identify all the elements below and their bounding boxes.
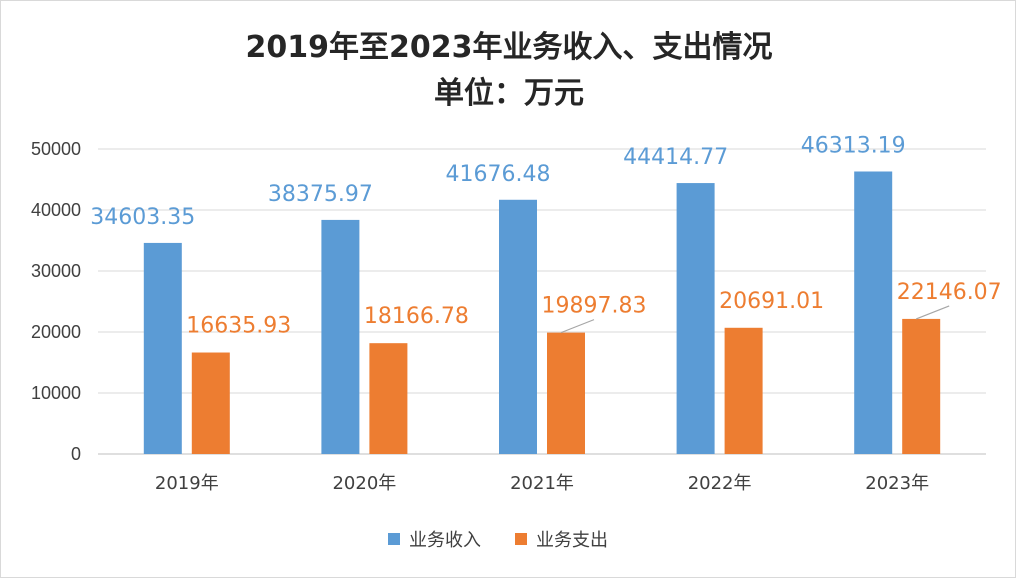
- x-category-label: 2021年: [510, 473, 574, 494]
- legend-label: 业务收入: [409, 530, 481, 551]
- gridlines: [98, 148, 986, 455]
- y-tick-label: 10000: [31, 383, 81, 403]
- bar-income: [321, 219, 360, 454]
- y-tick-label: 50000: [31, 139, 81, 159]
- data-label-income: 46313.19: [801, 133, 906, 158]
- y-tick-label: 40000: [31, 200, 81, 220]
- bar-expense: [369, 343, 408, 454]
- data-label-income: 34603.35: [90, 205, 195, 230]
- bar-expense: [191, 352, 230, 454]
- legend-swatch: [515, 533, 527, 545]
- x-category-label: 2022年: [688, 473, 752, 494]
- leader-line: [915, 305, 950, 320]
- y-axis-ticks: 0 10000 20000 30000 40000 50000: [31, 139, 81, 464]
- x-axis-categories: 2019年 2020年 2021年 2022年 2023年: [155, 473, 929, 494]
- data-label-income: 41676.48: [446, 162, 551, 187]
- x-category-label: 2019年: [155, 473, 219, 494]
- data-label-expense: 22146.07: [897, 280, 1002, 305]
- data-label-expense: 19897.83: [542, 294, 647, 319]
- legend-label: 业务支出: [536, 530, 608, 551]
- x-category-label: 2023年: [865, 473, 929, 494]
- data-label-expense: 18166.78: [364, 304, 469, 329]
- leader-lines: [560, 305, 950, 334]
- data-labels: 34603.35 16635.93 38375.97 18166.78 41676.48…: [90, 133, 1001, 338]
- bar-income: [499, 199, 537, 454]
- bar-expense: [902, 318, 941, 454]
- bar-income: [676, 183, 715, 455]
- chart-title: 2019年至2023年业务收入、支出情况: [246, 30, 773, 65]
- bar-expense: [724, 327, 763, 454]
- data-label-income: 44414.77: [623, 145, 728, 170]
- chart-subtitle: 单位：万元: [434, 76, 584, 111]
- legend: 业务收入 业务支出: [388, 530, 608, 551]
- bar-income: [143, 242, 182, 454]
- data-label-income: 38375.97: [268, 182, 373, 207]
- data-label-expense: 16635.93: [186, 314, 291, 339]
- x-category-label: 2020年: [332, 473, 396, 494]
- y-tick-label: 20000: [31, 322, 81, 342]
- bar-expense: [547, 332, 585, 454]
- leader-line: [560, 319, 595, 334]
- legend-swatch: [388, 533, 400, 545]
- bars: [143, 171, 941, 455]
- data-label-expense: 20691.01: [719, 289, 824, 314]
- y-tick-label: 30000: [31, 261, 81, 281]
- bar-income: [854, 171, 893, 454]
- y-tick-label: 0: [71, 444, 81, 464]
